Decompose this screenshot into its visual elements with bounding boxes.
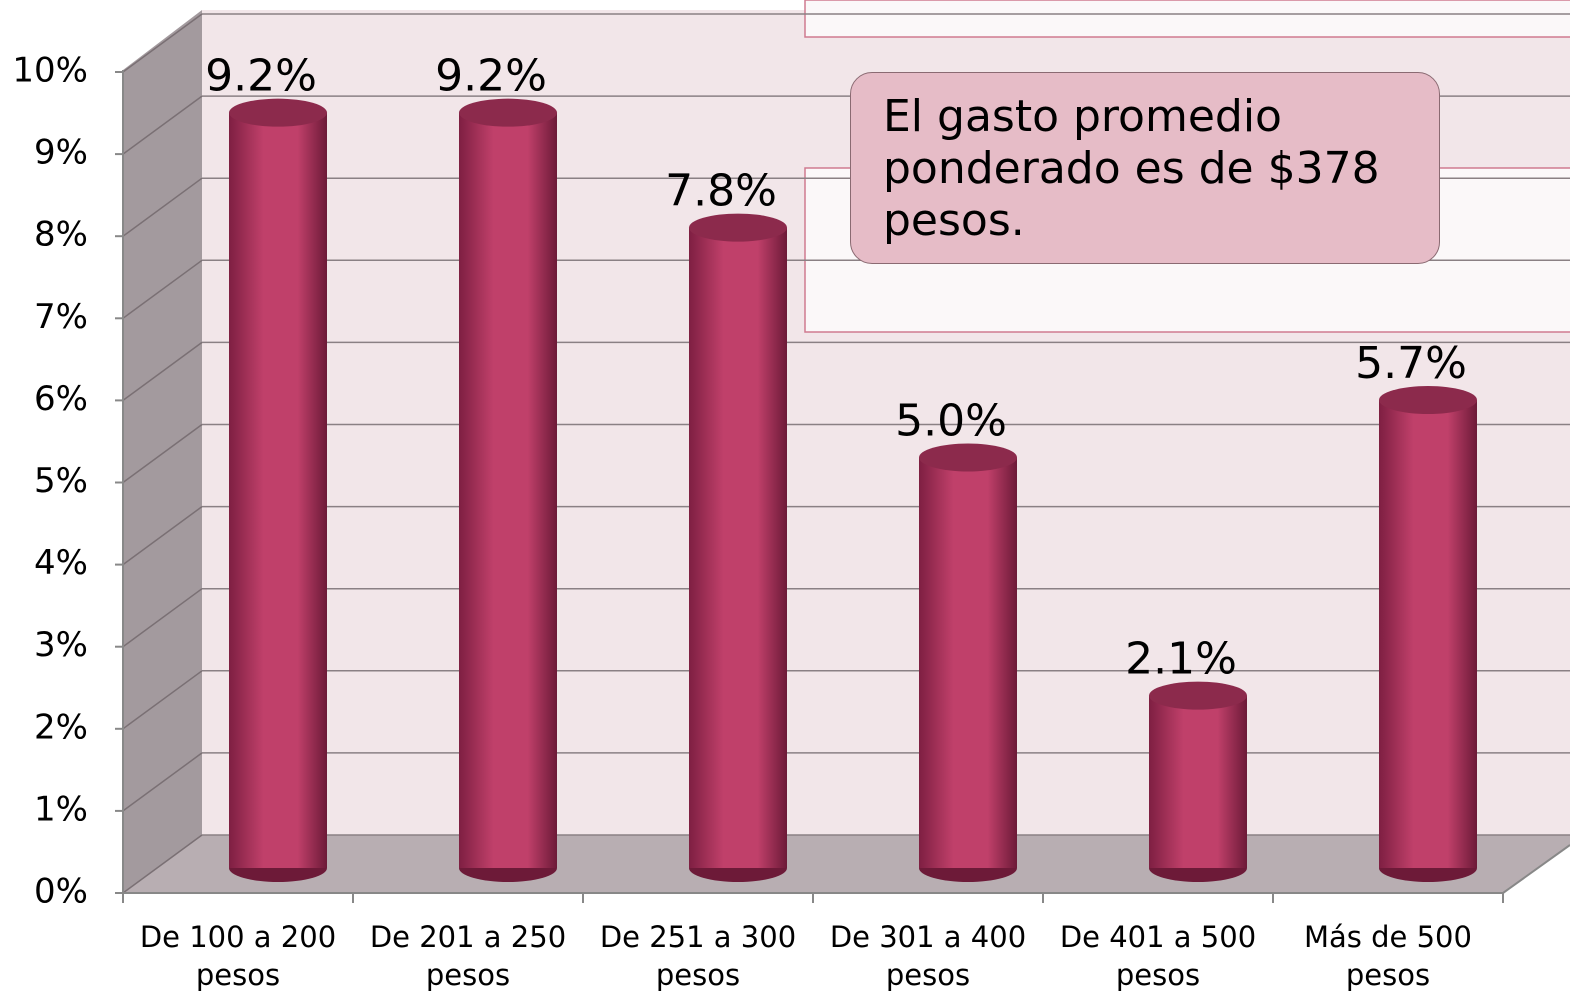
- grid-line: [122, 341, 203, 402]
- side-wall: [123, 10, 202, 893]
- bar: [919, 443, 1017, 882]
- floor-edge: [1502, 844, 1570, 894]
- value-label: 9.2%: [205, 51, 317, 102]
- bar: [689, 213, 787, 882]
- x-tick-label: De 100 a 200 pesos: [139, 920, 337, 992]
- y-tick-label: 7%: [34, 297, 88, 337]
- grid-line: [122, 13, 203, 73]
- x-tick-label: De 301 a 400 pesos: [829, 920, 1027, 992]
- bar-top: [919, 443, 1017, 472]
- grid-line: [122, 259, 203, 319]
- value-label: 5.0%: [895, 396, 1007, 447]
- x-tick-label: De 251 a 300 pesos: [599, 920, 797, 992]
- floor: [123, 835, 1570, 893]
- bar: [1149, 681, 1247, 882]
- decor-box: [804, 0, 1570, 38]
- bar-body: [229, 112, 327, 869]
- grid-line: [122, 752, 203, 812]
- x-tick-label: De 401 a 500 pesos: [1059, 920, 1257, 992]
- grid-line: [122, 670, 203, 730]
- bar-top: [459, 98, 557, 127]
- y-tick-label: 0%: [34, 872, 88, 912]
- x-tick-label: Más de 500 pesos: [1304, 920, 1472, 992]
- value-label: 5.7%: [1355, 338, 1467, 389]
- y-tick-label: 9%: [34, 133, 88, 173]
- bar-body: [1379, 400, 1477, 868]
- bar-body: [919, 457, 1017, 868]
- y-tick-label: 3%: [34, 625, 88, 665]
- bar: [229, 98, 327, 882]
- y-tick-label: 8%: [34, 215, 88, 255]
- y-tick-label: 4%: [34, 543, 88, 583]
- grid-line: [122, 177, 203, 237]
- y-tick-label: 2%: [34, 707, 88, 747]
- grid-line: [122, 505, 203, 566]
- bar-body: [459, 112, 557, 869]
- grid-line: [122, 95, 203, 155]
- grid-line: [122, 834, 203, 894]
- grid-line: [122, 588, 203, 648]
- value-label: 9.2%: [435, 51, 547, 102]
- y-tick-label: 6%: [34, 379, 88, 419]
- value-label: 7.8%: [665, 166, 777, 217]
- bar: [1379, 386, 1477, 882]
- y-tick-label: 1%: [34, 789, 88, 829]
- bar-top: [689, 213, 787, 242]
- bar-body: [1149, 695, 1247, 868]
- bar-top: [229, 98, 327, 127]
- bar-top: [1379, 386, 1477, 415]
- bar: [459, 98, 557, 882]
- grid-line: [122, 423, 203, 484]
- bars: [229, 98, 1477, 882]
- bar-top: [1149, 681, 1247, 710]
- x-tick-label: De 201 a 250 pesos: [369, 920, 567, 992]
- annotation: El gasto promedio ponderado es de $378 p…: [850, 72, 1440, 264]
- y-tick-label: 10%: [12, 51, 88, 91]
- value-label: 2.1%: [1125, 634, 1237, 685]
- bar-body: [689, 227, 787, 868]
- y-tick-label: 5%: [34, 461, 88, 501]
